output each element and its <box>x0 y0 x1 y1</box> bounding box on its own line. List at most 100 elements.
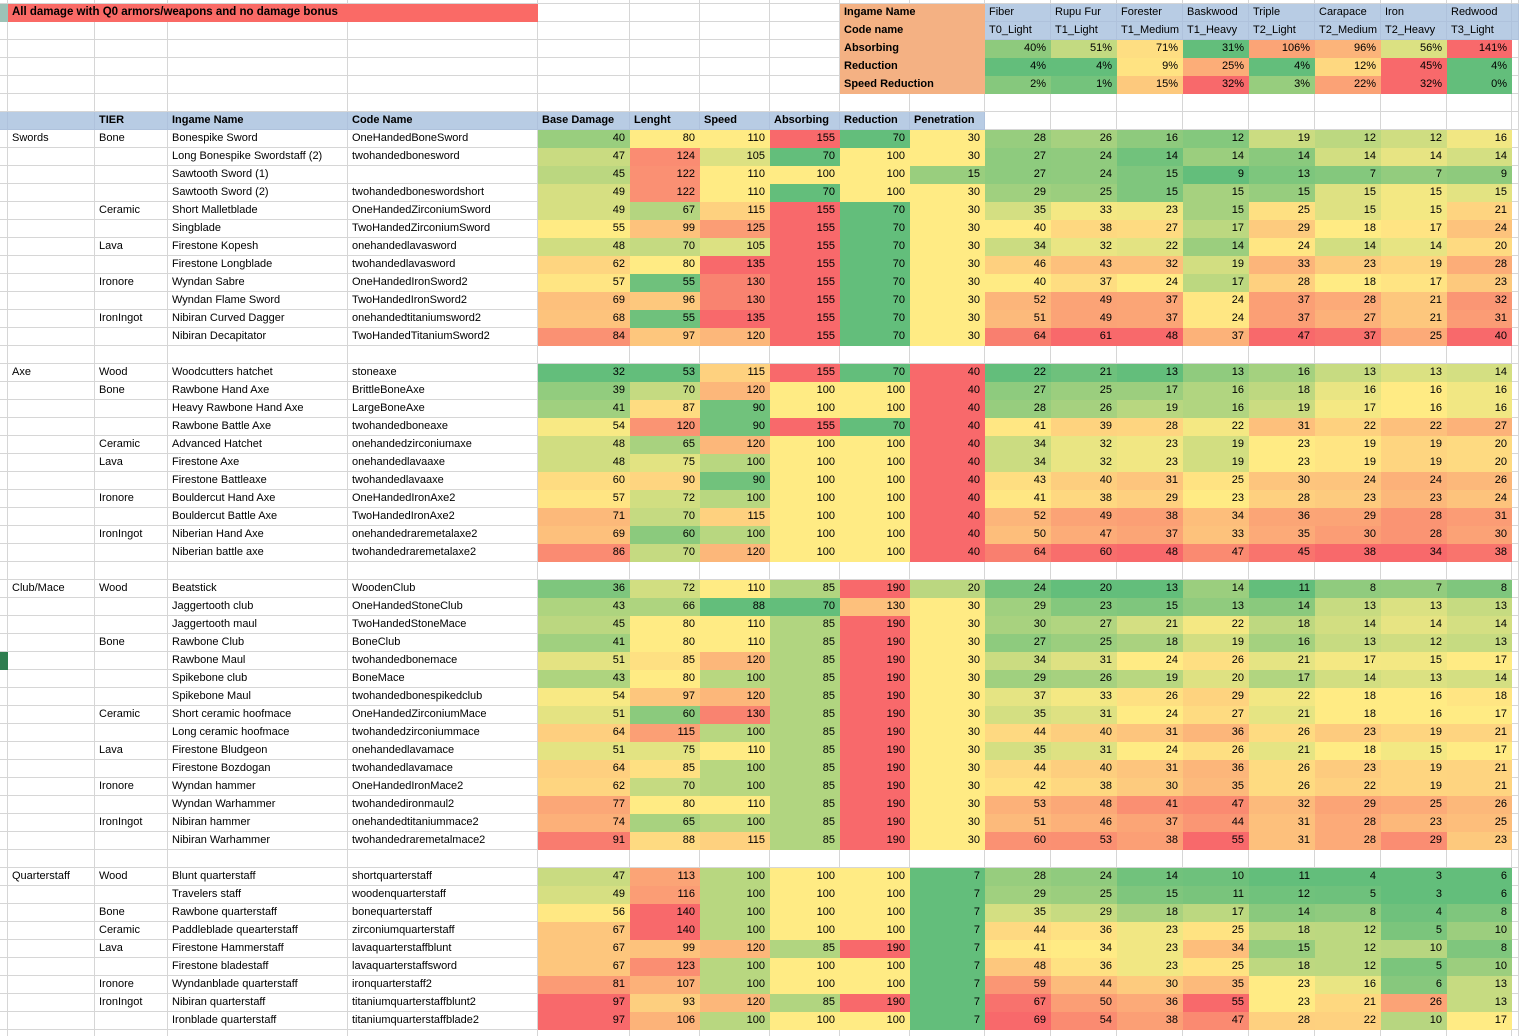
damage-cell[interactable]: 23 <box>1381 814 1447 832</box>
stat-cell[interactable]: 48 <box>538 436 630 454</box>
stat-cell[interactable]: 40 <box>910 454 985 472</box>
damage-cell[interactable]: 14 <box>1249 148 1315 166</box>
empty-cell[interactable] <box>0 238 8 256</box>
code-name-cell[interactable]: twohandedlavamace <box>348 760 538 778</box>
stat-cell[interactable]: 90 <box>700 400 770 418</box>
stat-cell[interactable]: 85 <box>770 706 840 724</box>
stat-cell[interactable]: 190 <box>840 940 910 958</box>
stat-cell[interactable]: 97 <box>630 688 700 706</box>
tier-cell[interactable] <box>95 508 168 526</box>
stat-cell[interactable]: 130 <box>700 292 770 310</box>
empty-cell[interactable] <box>1381 0 1447 4</box>
code-name-cell[interactable]: BrittleBoneAxe <box>348 382 538 400</box>
empty-cell[interactable] <box>1512 274 1519 292</box>
stat-cell[interactable]: 100 <box>770 904 840 922</box>
damage-cell[interactable]: 12 <box>1315 940 1381 958</box>
stat-cell[interactable]: 40 <box>910 436 985 454</box>
empty-cell[interactable] <box>0 130 8 148</box>
empty-cell[interactable] <box>8 814 95 832</box>
code-name-cell[interactable]: OneHandedIronMace2 <box>348 778 538 796</box>
damage-cell[interactable]: 16 <box>1381 688 1447 706</box>
stat-cell[interactable]: 100 <box>770 868 840 886</box>
damage-cell[interactable]: 17 <box>1183 220 1249 238</box>
damage-cell[interactable]: 8 <box>1447 940 1512 958</box>
armor-value-cell[interactable]: 71% <box>1117 40 1183 58</box>
armor-value-cell[interactable]: 1% <box>1051 76 1117 94</box>
damage-cell[interactable]: 7 <box>1381 580 1447 598</box>
damage-cell[interactable]: 28 <box>1381 526 1447 544</box>
tier-cell[interactable] <box>95 652 168 670</box>
stat-cell[interactable]: 85 <box>770 616 840 634</box>
damage-cell[interactable]: 15 <box>1183 184 1249 202</box>
weapon-name-cell[interactable]: Rawbone quarterstaff <box>168 904 348 922</box>
damage-cell[interactable]: 16 <box>1183 382 1249 400</box>
stat-cell[interactable]: 155 <box>770 256 840 274</box>
damage-cell[interactable]: 15 <box>1117 598 1183 616</box>
empty-cell[interactable] <box>0 778 8 796</box>
empty-cell[interactable] <box>985 1030 1051 1036</box>
stat-cell[interactable]: 120 <box>630 418 700 436</box>
stat-cell[interactable]: 70 <box>840 328 910 346</box>
empty-cell[interactable] <box>0 508 8 526</box>
stat-cell[interactable]: 155 <box>770 202 840 220</box>
stat-cell[interactable]: 60 <box>630 526 700 544</box>
empty-cell[interactable] <box>1512 544 1519 562</box>
empty-cell[interactable] <box>1512 1012 1519 1030</box>
header-ingame-name-cell[interactable]: Ingame Name <box>168 112 348 130</box>
damage-cell[interactable]: 23 <box>1315 724 1381 742</box>
empty-cell[interactable] <box>538 58 630 76</box>
stat-cell[interactable]: 41 <box>538 634 630 652</box>
weapon-name-cell[interactable]: Bouldercut Battle Axe <box>168 508 348 526</box>
damage-cell[interactable]: 38 <box>1117 1012 1183 1030</box>
empty-cell[interactable] <box>1512 238 1519 256</box>
empty-cell[interactable] <box>630 94 700 112</box>
damage-cell[interactable]: 25 <box>1051 184 1117 202</box>
armor-value-cell[interactable]: 15% <box>1117 76 1183 94</box>
damage-cell[interactable]: 27 <box>1315 310 1381 328</box>
damage-cell[interactable]: 30 <box>1117 778 1183 796</box>
damage-cell[interactable]: 30 <box>1249 472 1315 490</box>
tier-cell[interactable] <box>95 166 168 184</box>
damage-cell[interactable]: 49 <box>1051 508 1117 526</box>
empty-cell[interactable] <box>348 76 538 94</box>
damage-cell[interactable]: 25 <box>1381 328 1447 346</box>
damage-cell[interactable]: 14 <box>1447 148 1512 166</box>
empty-cell[interactable] <box>1051 850 1117 868</box>
damage-cell[interactable]: 22 <box>1183 616 1249 634</box>
damage-cell[interactable]: 14 <box>1381 148 1447 166</box>
damage-cell[interactable]: 12 <box>1315 922 1381 940</box>
empty-cell[interactable] <box>0 58 8 76</box>
empty-cell[interactable] <box>700 76 770 94</box>
damage-cell[interactable]: 8 <box>1447 904 1512 922</box>
empty-cell[interactable] <box>0 706 8 724</box>
damage-cell[interactable]: 14 <box>1315 148 1381 166</box>
stat-cell[interactable]: 97 <box>538 1012 630 1030</box>
tier-cell[interactable] <box>95 724 168 742</box>
damage-cell[interactable]: 19 <box>1315 454 1381 472</box>
damage-cell[interactable]: 25 <box>1051 886 1117 904</box>
damage-cell[interactable]: 25 <box>1051 634 1117 652</box>
stat-cell[interactable]: 100 <box>840 436 910 454</box>
damage-cell[interactable]: 28 <box>985 130 1051 148</box>
damage-cell[interactable]: 14 <box>1249 598 1315 616</box>
code-name-cell[interactable] <box>348 166 538 184</box>
stat-cell[interactable]: 85 <box>770 994 840 1012</box>
empty-cell[interactable] <box>8 940 95 958</box>
empty-cell[interactable] <box>1512 184 1519 202</box>
code-name-cell[interactable]: OneHandedBoneSword <box>348 130 538 148</box>
damage-cell[interactable]: 47 <box>1183 544 1249 562</box>
stat-cell[interactable]: 40 <box>538 130 630 148</box>
armor-name-header-cell[interactable]: Baskwood <box>1183 4 1249 22</box>
empty-cell[interactable] <box>1117 94 1183 112</box>
damage-cell[interactable]: 29 <box>1381 832 1447 850</box>
armor-value-cell[interactable]: 4% <box>1447 58 1512 76</box>
stat-cell[interactable]: 100 <box>700 976 770 994</box>
armor-value-cell[interactable]: 45% <box>1381 58 1447 76</box>
damage-cell[interactable]: 49 <box>1051 292 1117 310</box>
empty-cell[interactable] <box>1512 976 1519 994</box>
stat-cell[interactable]: 51 <box>538 742 630 760</box>
damage-cell[interactable]: 34 <box>985 652 1051 670</box>
empty-cell[interactable] <box>0 544 8 562</box>
empty-cell[interactable] <box>1051 562 1117 580</box>
damage-cell[interactable]: 29 <box>985 670 1051 688</box>
